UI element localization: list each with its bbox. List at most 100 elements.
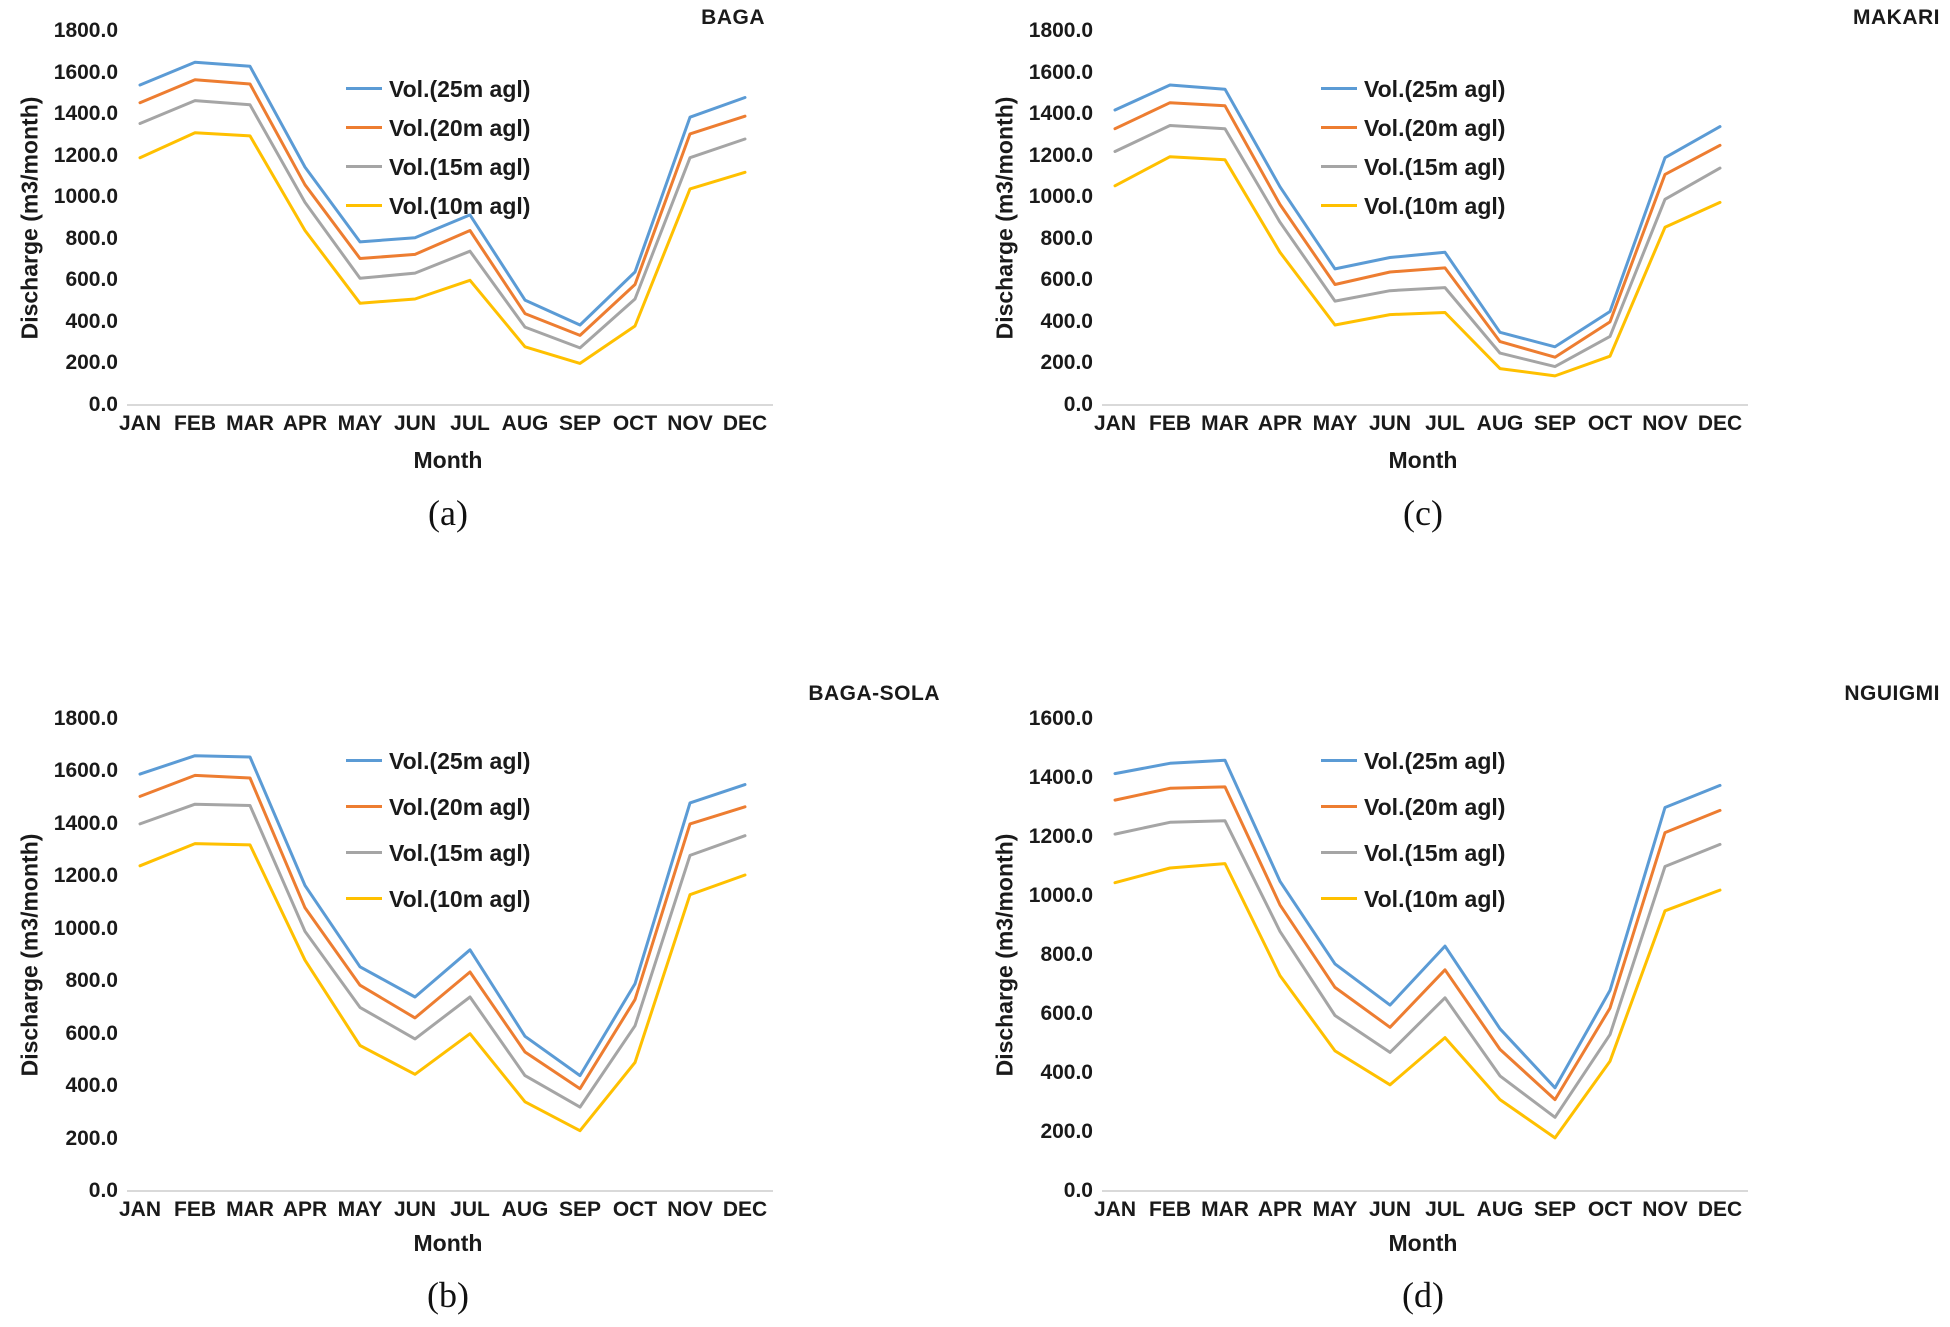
x-tick-label: JUL [1425,412,1465,435]
x-tick-label: MAY [337,1198,383,1221]
panel-label: (d) [1402,1275,1444,1315]
y-tick-label: 1600.0 [53,60,118,84]
legend-item: Vol.(20m agl) [1321,115,1505,141]
legend-label: Vol.(15m agl) [389,840,531,866]
x-tick-label: JUL [450,412,490,435]
panel-label: (c) [1403,493,1443,533]
legend-item: Vol.(10m agl) [1321,193,1505,219]
y-tick-label: 800.0 [65,969,118,993]
x-tick-label: JUN [1368,412,1411,435]
x-tick-label: AUG [1476,412,1524,435]
x-tick-label: OCT [612,412,658,435]
x-tick-label: FEB [1149,412,1191,435]
legend-item: Vol.(25m agl) [346,748,530,774]
y-tick-label: 400.0 [65,309,118,333]
legend-label: Vol.(15m agl) [1364,840,1506,866]
x-tick-label: JAN [1093,412,1136,435]
legend-item: Vol.(15m agl) [346,840,530,866]
x-tick-label: FEB [1149,1198,1191,1221]
legend-item: Vol.(20m agl) [1321,794,1505,820]
x-axis-title: Month [1388,1230,1458,1256]
y-tick-label: 1000.0 [1028,884,1093,907]
legend-item: Vol.(25m agl) [1321,748,1505,774]
legend-label: Vol.(25m agl) [1364,748,1506,774]
legend-item: Vol.(15m agl) [1321,154,1505,180]
y-tick-label: 0.0 [88,393,118,416]
chart-panel-baga: BAGA Discharge (m3/month) Month (a) 1800… [0,0,975,664]
y-tick-label: 1400.0 [53,811,118,835]
legend-item: Vol.(20m agl) [346,794,530,820]
legend-label: Vol.(25m agl) [389,748,531,774]
legend-swatch-line [1321,164,1357,168]
legend-swatch-line [346,758,382,762]
x-tick-label: NOV [1642,412,1688,435]
plot-area [127,60,773,406]
series-line-vol-20m-agl- [1113,785,1722,1102]
y-tick-label: 1200.0 [53,864,118,888]
y-tick-label: 1000.0 [53,185,118,209]
legend-label: Vol.(10m agl) [1364,886,1506,912]
legend-swatch-line [1321,804,1357,808]
chart-title: MAKARI [1853,6,1940,29]
x-axis-title: Month [413,1230,483,1256]
y-tick-label: 600.0 [1040,268,1093,292]
y-tick-label: 1200.0 [1028,825,1093,848]
x-tick-label: JUL [1425,1198,1465,1221]
legend-item: Vol.(20m agl) [346,115,530,141]
legend-label: Vol.(10m agl) [389,886,531,912]
x-tick-label: NOV [667,412,713,435]
legend-label: Vol.(10m agl) [389,193,531,219]
series-line-vol-25m-agl- [1113,83,1722,349]
x-tick-label: SEP [1533,1198,1577,1221]
y-tick-label: 1400.0 [53,102,118,126]
y-tick-label: 200.0 [65,1126,118,1150]
y-tick-label: 1800.0 [1028,19,1093,42]
y-tick-label: 0.0 [1063,1179,1093,1202]
series-line-vol-15m-agl- [1113,124,1722,369]
y-tick-label: 1600.0 [1028,707,1093,730]
chart-panel-nguigmi: NGUIGMI Discharge (m3/month) Month (d) 1… [975,664,1950,1327]
x-tick-label: APR [282,1198,328,1221]
legend-swatch-line [346,896,382,900]
series-line-vol-25m-agl- [1113,758,1722,1090]
legend-label: Vol.(20m agl) [389,115,531,141]
panel-label: (b) [427,1275,469,1315]
series-line-vol-15m-agl- [138,99,747,350]
y-tick-label: 800.0 [65,226,118,250]
x-tick-label: APR [1257,1198,1303,1221]
x-tick-label: NOV [1642,1198,1688,1221]
legend-swatch-line [1321,125,1357,129]
plot-area [1102,83,1748,406]
legend-label: Vol.(20m agl) [389,794,531,820]
legend-item: Vol.(25m agl) [346,76,530,102]
chart-panel-makari: MAKARI Discharge (m3/month) Month (c) 18… [975,0,1950,664]
legend-item: Vol.(25m agl) [1321,76,1505,102]
x-tick-label: MAY [1312,1198,1358,1221]
legend-swatch-line [1321,896,1357,900]
y-tick-label: 400.0 [1040,1061,1093,1084]
legend-item: Vol.(10m agl) [346,193,530,219]
x-tick-label: DEC [722,412,768,435]
legend-swatch-line [346,203,382,207]
y-tick-label: 1800.0 [53,707,118,730]
series-line-vol-15m-agl- [1113,819,1722,1119]
legend-swatch-line [346,164,382,168]
y-tick-label: 200.0 [1040,351,1093,375]
x-tick-label: SEP [558,412,602,435]
x-tick-label: FEB [174,1198,216,1221]
x-tick-label: JUN [393,412,436,435]
legend-label: Vol.(20m agl) [1364,794,1506,820]
x-tick-label: JAN [118,412,161,435]
y-tick-label: 800.0 [1040,943,1093,966]
legend-label: Vol.(10m agl) [1364,193,1506,219]
chart-title: NGUIGMI [1844,682,1940,705]
y-tick-label: 1000.0 [1028,185,1093,209]
x-tick-label: MAR [226,1198,274,1221]
legend-label: Vol.(25m agl) [1364,76,1506,102]
legend-swatch-line [1321,86,1357,90]
legend-label: Vol.(15m agl) [389,154,531,180]
chart-title: BAGA-SOLA [808,682,940,705]
y-tick-label: 400.0 [65,1074,118,1098]
x-tick-label: AUG [1476,1198,1524,1221]
